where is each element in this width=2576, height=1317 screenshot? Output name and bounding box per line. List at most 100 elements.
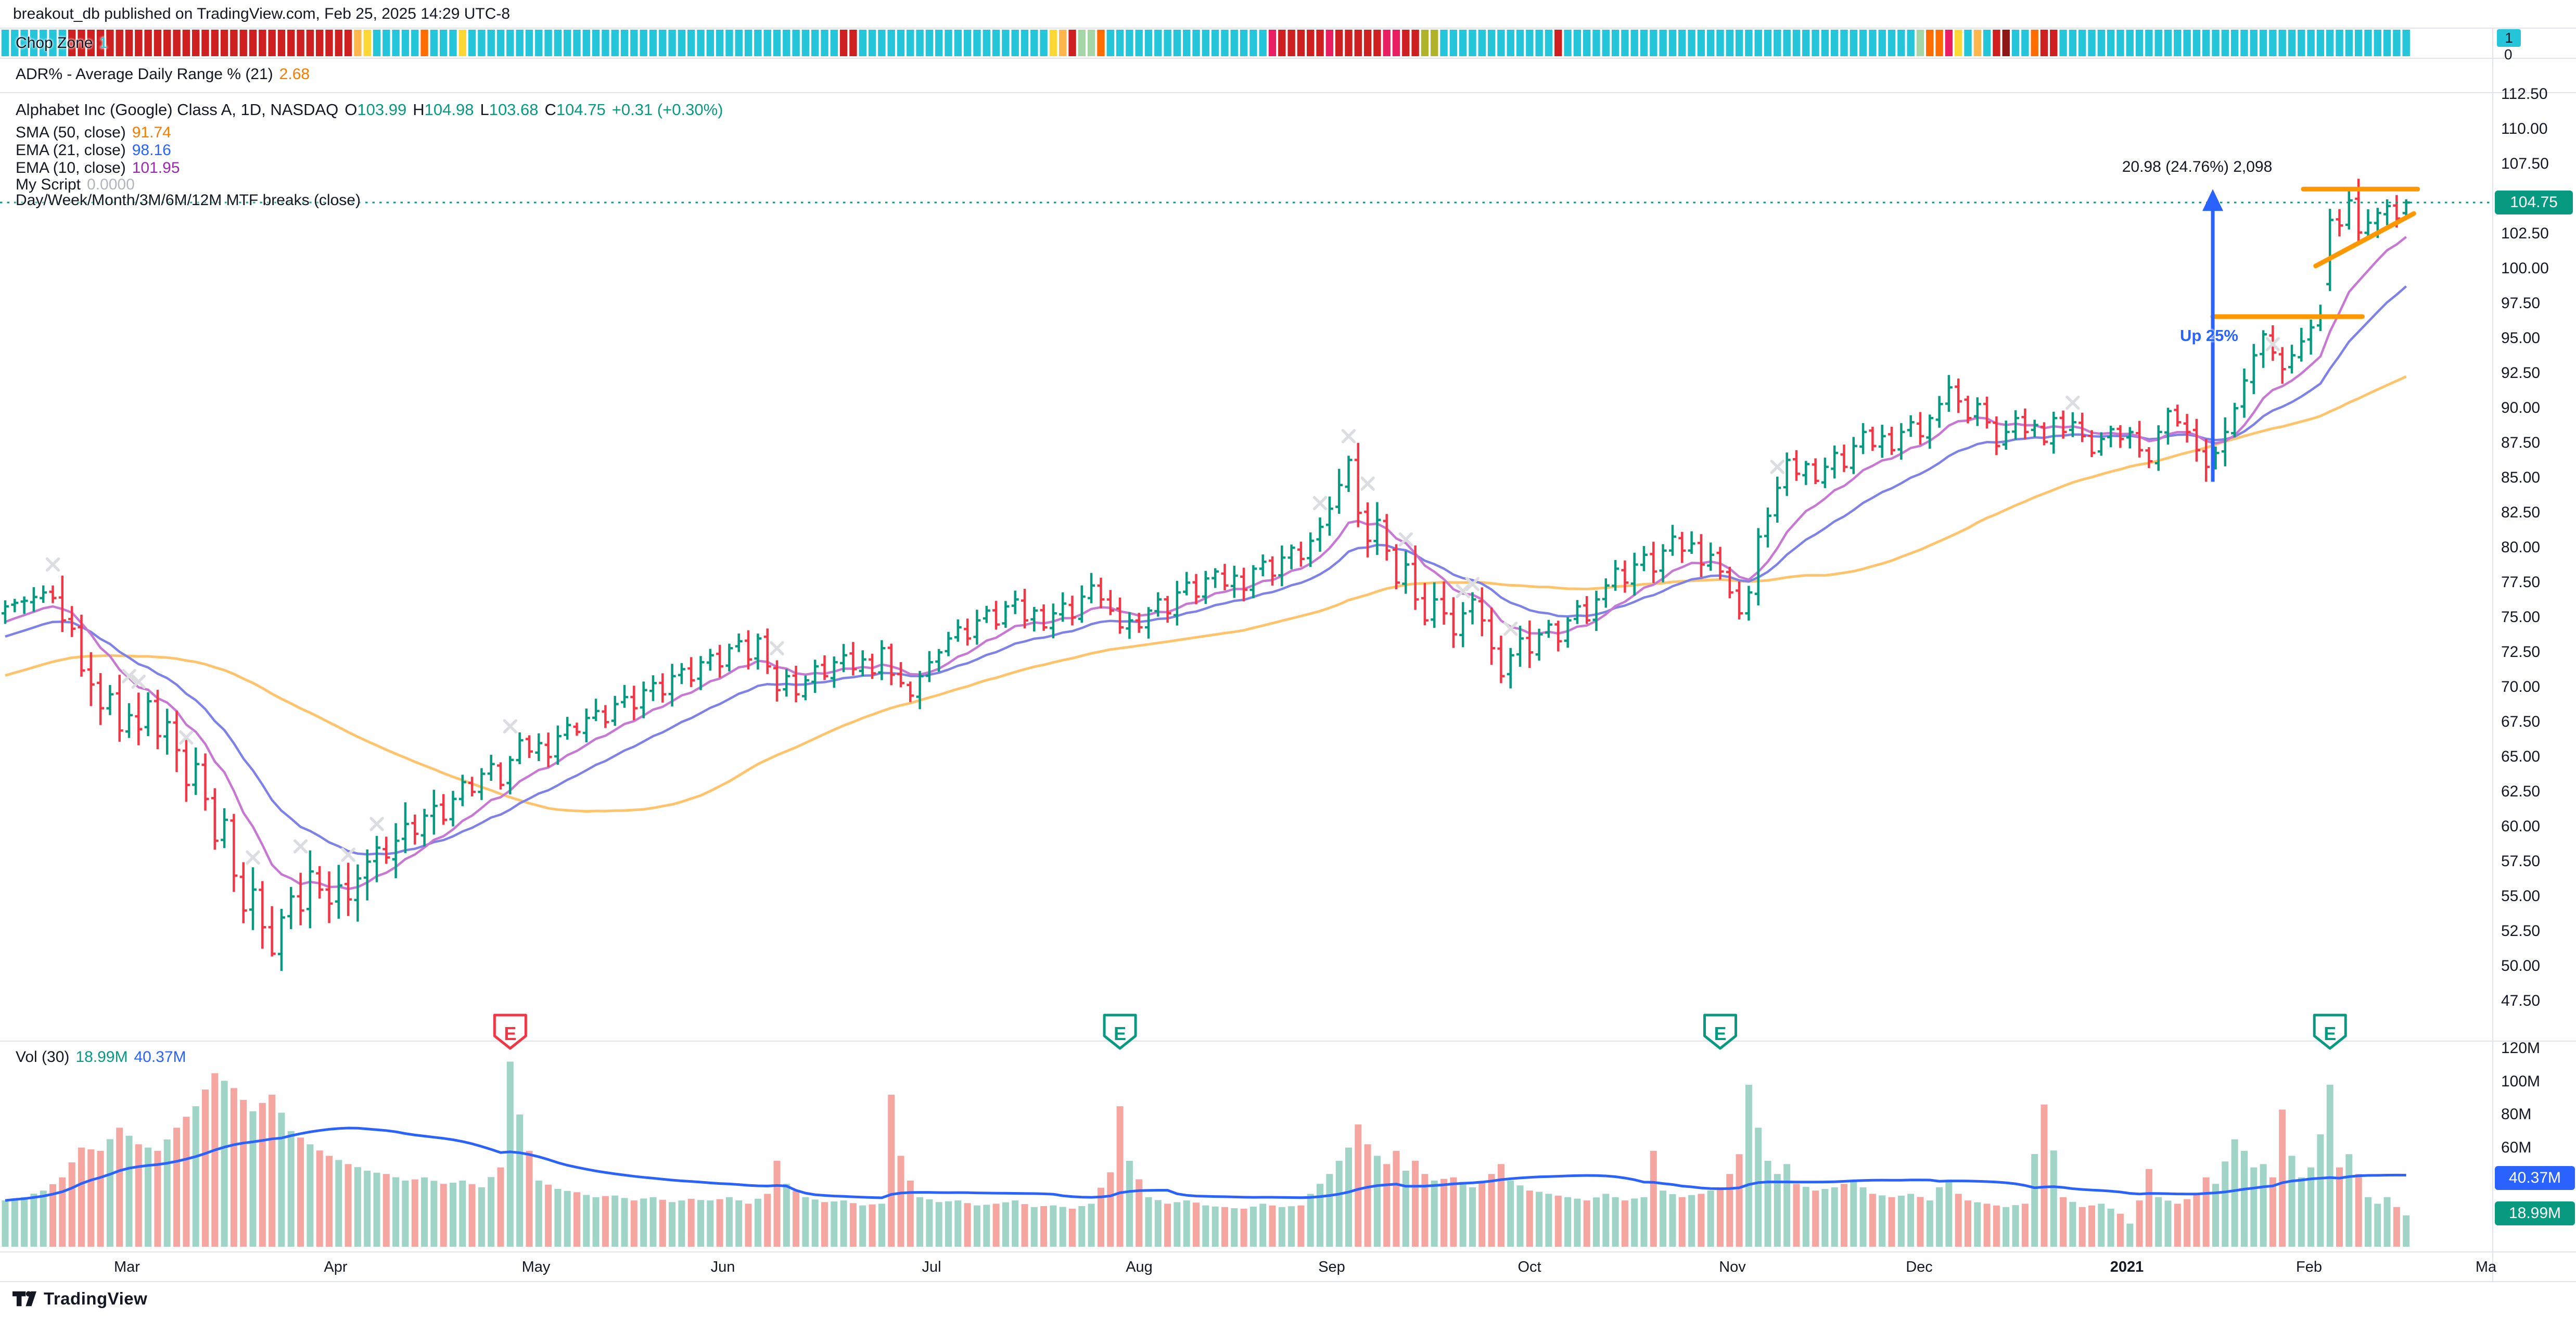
earnings-badge-icon[interactable]: E — [493, 1014, 527, 1050]
price-axis-label: 90.00 — [2501, 399, 2541, 416]
time-axis-label[interactable]: Jun — [710, 1259, 735, 1275]
up-25-annotation[interactable]: Up 25% — [2180, 326, 2238, 345]
price-axis-label: 87.50 — [2501, 434, 2541, 451]
volume-axis-label: 100M — [2501, 1073, 2541, 1090]
price-axis-label: 55.00 — [2501, 888, 2541, 905]
price-axis-label: 60.00 — [2501, 818, 2541, 835]
chop-zone-strip[interactable] — [1, 30, 2410, 56]
volume-axis-label: 80M — [2501, 1106, 2532, 1123]
earnings-badge-icon[interactable]: E — [1103, 1014, 1137, 1050]
time-axis-label[interactable]: 2021 — [2110, 1259, 2144, 1275]
volume-axis-label: 60M — [2501, 1139, 2532, 1156]
price-axis-label: 75.00 — [2501, 609, 2541, 626]
change-value: +0.31 (+0.30%) — [611, 100, 723, 119]
adr-label: ADR% - Average Daily Range % (21) — [16, 66, 273, 83]
time-axis-label[interactable]: Dec — [1906, 1259, 1933, 1275]
price-axis-label: 112.50 — [2501, 85, 2548, 103]
sma50-legend[interactable]: SMA (50, close) 91.74 — [16, 124, 171, 141]
price-axis-label: 47.50 — [2501, 992, 2541, 1009]
time-axis-label[interactable]: Apr — [324, 1259, 348, 1275]
arrow-head-icon — [2202, 189, 2224, 211]
price-axis-label: 92.50 — [2501, 364, 2541, 382]
svg-text:E: E — [504, 1023, 516, 1044]
ohlc-high: H104.98 — [413, 100, 474, 119]
time-axis-label[interactable]: Ma — [2475, 1259, 2497, 1275]
ohlc-low: L103.68 — [480, 100, 539, 119]
chop-zone-legend[interactable]: Chop Zone 1 — [16, 34, 108, 52]
time-axis-label[interactable]: Nov — [1719, 1259, 1746, 1275]
chop-zone-label: Chop Zone — [16, 34, 93, 52]
ohlc-close: C104.75 — [544, 100, 606, 119]
symbol-title: Alphabet Inc (Google) Class A, 1D, NASDA… — [16, 100, 339, 119]
chop-zone-axis-badge: 1 — [2497, 29, 2521, 47]
time-axis-label[interactable]: Aug — [1126, 1259, 1153, 1275]
ema21-value: 98.16 — [132, 142, 171, 159]
price-axis-label: 52.50 — [2501, 922, 2541, 940]
symbol-legend[interactable]: Alphabet Inc (Google) Class A, 1D, NASDA… — [16, 101, 723, 119]
my-script-value: 0.0000 — [87, 176, 135, 193]
earnings-badge-icon[interactable]: E — [1703, 1014, 1737, 1050]
volume-current: 18.99M — [75, 1048, 128, 1066]
ascending-trendline — [2313, 211, 2416, 269]
ema21-legend[interactable]: EMA (21, close) 98.16 — [16, 142, 171, 159]
adr-value: 2.68 — [279, 66, 310, 83]
price-axis-label: 85.00 — [2501, 469, 2541, 486]
price-axis-label: 62.50 — [2501, 783, 2541, 800]
measure-arrow[interactable] — [2202, 189, 2224, 482]
volume-ma: 40.37M — [134, 1048, 186, 1066]
ema-10-line[interactable] — [5, 236, 2407, 891]
price-axis-label: 65.00 — [2501, 748, 2541, 765]
svg-text:E: E — [1114, 1023, 1126, 1044]
price-axis-label: 97.50 — [2501, 295, 2541, 312]
last-price-badge[interactable]: 104.75 — [2495, 191, 2573, 214]
sma-50-line[interactable] — [5, 375, 2407, 813]
time-axis-label[interactable]: Mar — [114, 1259, 140, 1275]
volume-current-badge: 18.99M — [2495, 1201, 2575, 1225]
tradingview-logo — [12, 1291, 36, 1307]
price-axis-label: 67.50 — [2501, 713, 2541, 730]
price-axis-label: 102.50 — [2501, 225, 2549, 242]
time-axis-label[interactable]: May — [521, 1259, 551, 1275]
mtf-breaks-legend[interactable]: Day/Week/Month/3M/6M/12M MTF breaks (clo… — [16, 192, 361, 209]
price-axis-label: 110.00 — [2501, 120, 2548, 137]
mtf-break-cross-markers — [45, 337, 2280, 865]
time-axis-label[interactable]: Sep — [1318, 1259, 1345, 1275]
price-axis-label: 80.00 — [2501, 539, 2541, 556]
tradingview-wordmark: TradingView — [44, 1289, 148, 1308]
price-axis-label: 107.50 — [2501, 155, 2549, 172]
earnings-badge-icon[interactable]: E — [2313, 1014, 2347, 1050]
svg-text:E: E — [1714, 1023, 1726, 1044]
measure-annotation[interactable]: 20.98 (24.76%) 2,098 — [2122, 158, 2273, 175]
chop-zone-value: 1 — [99, 34, 108, 52]
time-axis-label[interactable]: Oct — [1517, 1259, 1541, 1275]
svg-text:E: E — [2324, 1023, 2336, 1044]
ema10-legend[interactable]: EMA (10, close) 101.95 — [16, 159, 180, 176]
volume-bars[interactable] — [2, 1061, 2410, 1247]
price-axis-label: 100.00 — [2501, 260, 2549, 277]
my-script-legend[interactable]: My Script 0.0000 — [16, 176, 135, 193]
price-axis-label: 72.50 — [2501, 643, 2541, 661]
sma50-value: 91.74 — [132, 124, 171, 141]
price-axis-label: 77.50 — [2501, 574, 2541, 591]
price-axis-label: 50.00 — [2501, 957, 2541, 974]
time-axis-label[interactable]: Jul — [922, 1259, 941, 1275]
volume-legend[interactable]: Vol (30) 18.99M 40.37M — [16, 1048, 186, 1066]
adr-legend[interactable]: ADR% - Average Daily Range % (21) 2.68 — [16, 66, 310, 83]
chop-zone-axis-zero: 0 — [2504, 46, 2513, 62]
price-bars[interactable] — [2, 179, 2410, 971]
trendline-drawings[interactable] — [2210, 186, 2420, 319]
ema10-value: 101.95 — [132, 159, 180, 176]
volume-ma-line — [5, 1126, 2406, 1202]
price-axis-label: 82.50 — [2501, 504, 2541, 521]
pane-dividers — [0, 28, 2576, 1282]
price-axis-label: 57.50 — [2501, 853, 2541, 870]
ema-21-line[interactable] — [5, 285, 2407, 856]
ohlc-open: O103.99 — [345, 100, 407, 119]
time-axis-label[interactable]: Feb — [2296, 1259, 2322, 1275]
price-axis-label: 70.00 — [2501, 678, 2541, 695]
price-axis-label: 95.00 — [2501, 330, 2541, 347]
volume-axis-label: 120M — [2501, 1040, 2541, 1057]
tradingview-footer[interactable]: TradingView — [12, 1289, 147, 1309]
